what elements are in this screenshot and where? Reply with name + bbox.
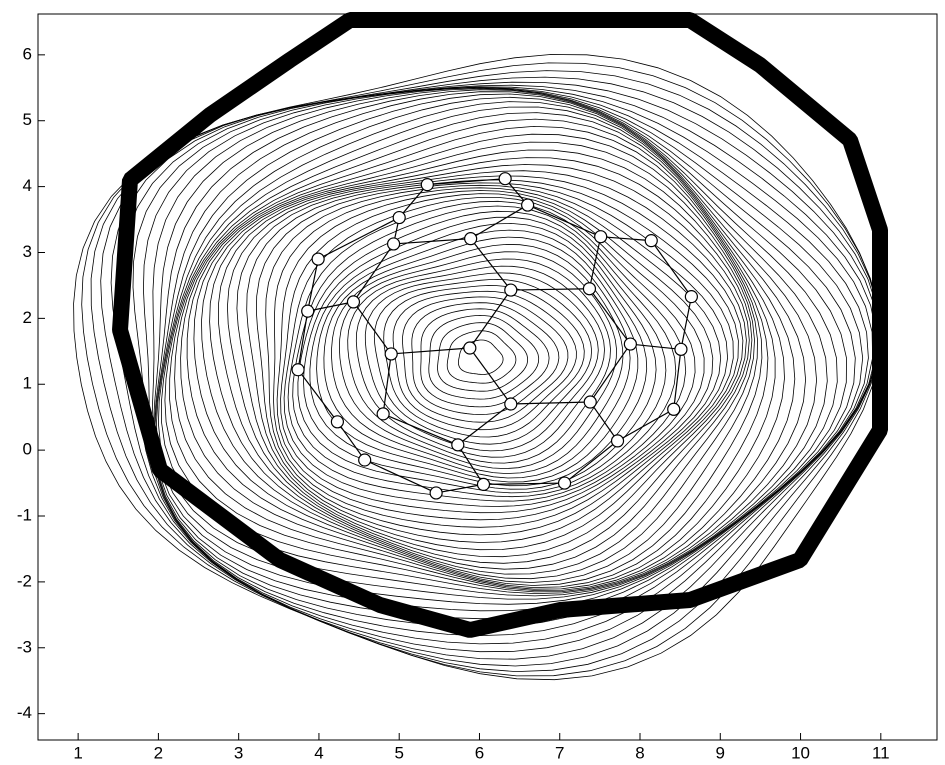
x-tick-label: 7 xyxy=(555,743,564,762)
marker xyxy=(393,212,405,224)
edge xyxy=(308,259,318,311)
marker xyxy=(464,342,476,354)
edge xyxy=(298,370,337,422)
marker xyxy=(612,435,624,447)
contour-line xyxy=(447,331,516,383)
marker xyxy=(685,291,697,303)
x-tick-label: 3 xyxy=(234,743,243,762)
y-tick-label: 3 xyxy=(23,242,32,261)
x-tick-label: 1 xyxy=(73,743,82,762)
marker xyxy=(505,398,517,410)
marker xyxy=(430,487,442,499)
marker xyxy=(675,343,687,355)
marker xyxy=(584,396,596,408)
marker xyxy=(377,408,389,420)
marker xyxy=(645,235,657,247)
chart: 1 2 3 4 5 6 7 8 9 10 11 -4 -3 -2 -1 0 1 2 3 4 5 6 xyxy=(0,0,945,765)
x-tick-label: 6 xyxy=(475,743,484,762)
x-tick-label: 8 xyxy=(635,743,644,762)
y-tick-label: 4 xyxy=(23,176,32,195)
contour-line xyxy=(438,323,528,392)
marker xyxy=(421,179,433,191)
marker xyxy=(505,284,517,296)
marker xyxy=(292,364,304,376)
contour-band xyxy=(120,20,880,630)
marker xyxy=(668,403,680,415)
contour-line xyxy=(421,309,549,407)
contour-line xyxy=(237,176,743,557)
marker xyxy=(452,439,464,451)
marker xyxy=(595,231,607,243)
contour-field xyxy=(74,20,881,680)
edge xyxy=(394,239,471,244)
marker xyxy=(385,348,397,360)
contour-line xyxy=(374,279,591,444)
marker xyxy=(312,253,324,265)
y-tick-label: -4 xyxy=(17,703,32,722)
edge xyxy=(298,311,308,370)
contour-line xyxy=(281,194,704,513)
edge xyxy=(630,344,681,349)
edge xyxy=(353,302,391,354)
x-tick-label: 5 xyxy=(394,743,403,762)
marker xyxy=(583,283,595,295)
contour-line xyxy=(412,303,559,415)
marker xyxy=(465,233,477,245)
edge xyxy=(601,237,652,241)
y-tick-label: -1 xyxy=(17,505,32,524)
edge xyxy=(471,205,528,239)
marker xyxy=(559,477,571,489)
edge xyxy=(483,483,564,484)
y-tick-label: 2 xyxy=(23,308,32,327)
marker xyxy=(331,416,343,428)
y-tick-label: 1 xyxy=(23,374,32,393)
y-tick-label: 6 xyxy=(23,44,32,63)
contour-line xyxy=(74,55,881,680)
y-tick-label: -2 xyxy=(17,571,32,590)
marker xyxy=(359,454,371,466)
edge xyxy=(458,445,484,485)
edge xyxy=(470,290,511,348)
marker xyxy=(477,478,489,490)
marker xyxy=(347,296,359,308)
y-tick-label: -3 xyxy=(17,637,32,656)
contour-line xyxy=(210,158,752,574)
marker xyxy=(388,238,400,250)
marker xyxy=(624,338,636,350)
edge xyxy=(365,460,436,493)
edge xyxy=(511,289,590,290)
y-tick-label: 0 xyxy=(23,440,32,459)
contour-line xyxy=(317,230,638,482)
edge xyxy=(528,205,601,237)
x-tick-label: 4 xyxy=(314,743,323,762)
marker xyxy=(499,173,511,185)
marker xyxy=(522,199,534,211)
contour-line xyxy=(365,273,598,451)
x-tick-label: 11 xyxy=(872,743,890,762)
marker xyxy=(302,305,314,317)
edge xyxy=(618,409,674,441)
x-tick-label: 2 xyxy=(154,743,163,762)
contour-line xyxy=(293,206,676,497)
contour-line xyxy=(170,113,785,591)
x-tick-label: 10 xyxy=(791,743,810,762)
y-tick-label: 5 xyxy=(23,110,32,129)
x-tick-label: 9 xyxy=(716,743,725,762)
edge xyxy=(458,404,511,445)
contour-line xyxy=(143,88,868,636)
